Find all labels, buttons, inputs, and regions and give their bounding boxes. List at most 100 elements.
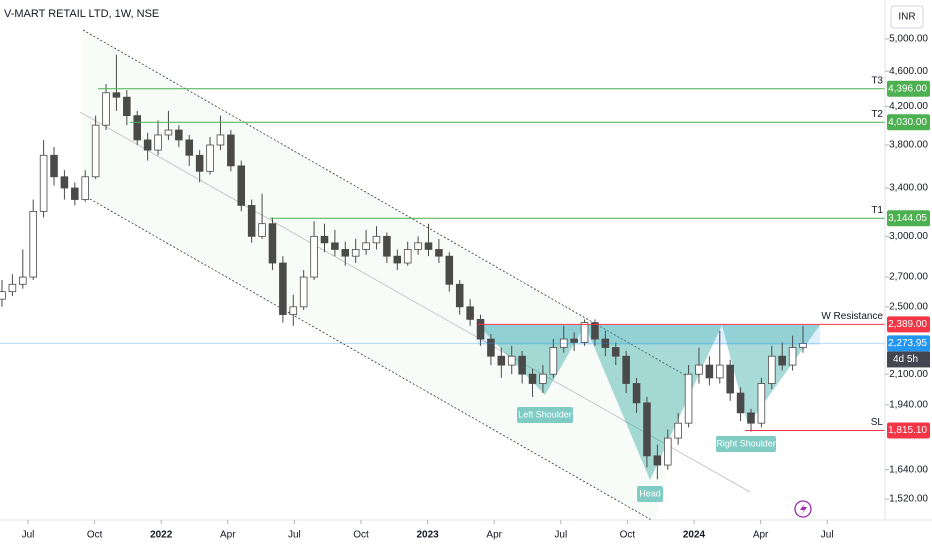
level-label: 1,815.10	[888, 425, 927, 436]
level-name: W Resistance	[821, 311, 883, 322]
level-box	[887, 114, 930, 131]
candle-body	[19, 276, 27, 285]
candle-body	[393, 255, 402, 264]
channel-mid	[79, 111, 751, 493]
candle-body	[50, 154, 58, 178]
candle-body	[91, 124, 100, 178]
candle-body	[601, 338, 610, 348]
candle-body	[663, 437, 672, 466]
candle-body	[414, 242, 422, 250]
marks	[0, 54, 885, 480]
x-tick-label: Apr	[753, 530, 769, 541]
alert-icon[interactable]	[794, 500, 812, 518]
candle-body	[726, 364, 734, 394]
candle-body	[331, 242, 339, 250]
candle-body	[611, 347, 620, 357]
level-box	[887, 80, 930, 97]
y-tick-label: 3,400.00	[889, 183, 928, 194]
candle-body	[0, 291, 6, 300]
candle-body	[102, 92, 110, 126]
countdown-box	[887, 351, 930, 368]
level-label: 4,396.00	[888, 83, 927, 94]
candle-body	[695, 364, 703, 375]
annotation-box	[637, 486, 663, 502]
channel-fill	[83, 30, 690, 520]
candle-body	[643, 402, 651, 457]
level-box	[887, 316, 930, 333]
candle-body	[341, 249, 350, 257]
candle-body	[8, 283, 17, 293]
candle-body	[632, 383, 641, 404]
y-tick-label: 3,000.00	[889, 231, 928, 242]
annotation: Left Shoulder	[518, 409, 572, 419]
candle-body	[580, 322, 589, 343]
candle-body	[570, 338, 578, 343]
currency: INR	[898, 12, 915, 23]
candle-body	[788, 347, 797, 366]
candle-body	[518, 355, 526, 375]
candle-body	[559, 338, 568, 348]
candle-body	[227, 134, 235, 167]
candle-body	[476, 318, 485, 340]
candle-body	[175, 129, 183, 141]
currency-box[interactable]	[890, 5, 924, 29]
x-tick-label: Oct	[620, 530, 636, 541]
axes: 5,000.00 4,600.00 4,200.00 3,800.00 3,400.00…	[22, 34, 930, 541]
level-name: SL	[871, 417, 884, 428]
candle-body	[799, 343, 807, 348]
candle-body	[455, 283, 464, 308]
candle-body	[258, 223, 266, 237]
candle-body	[351, 249, 360, 257]
level-label: 2,389.00	[888, 319, 927, 330]
candle-body	[195, 154, 204, 172]
candle-body	[268, 223, 277, 264]
candle-body	[154, 134, 162, 151]
y-tick-label: 5,000.00	[889, 34, 928, 45]
channel-upper	[82, 29, 691, 379]
candle-body	[736, 392, 745, 414]
candle-body	[466, 306, 474, 320]
candle-body	[289, 306, 298, 316]
level-box	[887, 210, 930, 227]
candle-body	[112, 92, 121, 98]
y-tick-label: 2,500.00	[889, 301, 928, 312]
candle-body	[705, 364, 714, 379]
candle-body	[383, 235, 391, 257]
annotation-box	[517, 407, 573, 423]
candle-body	[424, 242, 433, 250]
candle-body	[310, 235, 318, 278]
candle-body	[768, 355, 776, 384]
last-price-label: 2,273.95	[888, 338, 927, 349]
candle-body	[778, 355, 786, 366]
y-tick-label: 1,640.00	[889, 464, 928, 475]
candle-body	[549, 347, 558, 375]
y-tick-label: 1,940.00	[889, 399, 928, 410]
level-name: T3	[871, 75, 883, 86]
candle-body	[435, 249, 443, 257]
candle-body	[372, 235, 381, 244]
candle-body	[60, 176, 69, 189]
candle-body	[279, 262, 287, 316]
candle-body	[539, 373, 547, 384]
level-label: 3,144.05	[888, 213, 927, 224]
candle-body	[445, 255, 454, 285]
candle-body	[29, 211, 37, 278]
candle-body	[320, 235, 329, 244]
candle-body	[674, 422, 682, 439]
candle-body	[653, 455, 662, 466]
candle-body	[164, 129, 173, 136]
y-tick-label: 3,800.00	[889, 140, 928, 151]
y-tick-label: 2,700.00	[889, 272, 928, 283]
annotation-box	[716, 436, 776, 452]
candle-body	[747, 412, 755, 424]
x-tick-label: Oct	[353, 530, 369, 541]
candle-body	[81, 176, 90, 200]
candle-body	[206, 144, 214, 172]
candle-body	[528, 373, 537, 384]
x-tick-label: Jul	[821, 530, 834, 541]
x-tick-label: 2022	[150, 530, 173, 541]
candle-body	[591, 322, 599, 340]
candle-body	[403, 249, 412, 264]
